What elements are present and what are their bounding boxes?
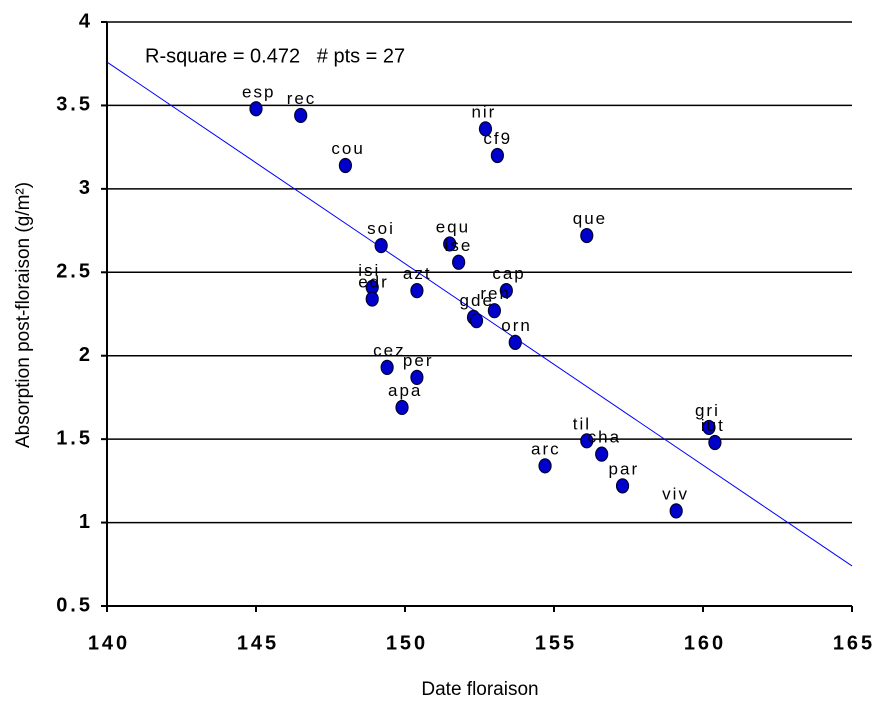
- point: [443, 236, 457, 252]
- y-tick-label: 3.5: [56, 94, 93, 116]
- point: [490, 147, 504, 164]
- point-label: rec: [287, 89, 317, 108]
- x-tick-label: 155: [535, 632, 577, 654]
- point: [469, 313, 484, 329]
- point: [595, 446, 609, 462]
- point: [499, 283, 513, 299]
- point-label: orn: [501, 316, 532, 335]
- annotation: R-square = 0.472 # pts = 27: [145, 45, 405, 67]
- point: [478, 121, 493, 137]
- point-label: cha: [588, 428, 621, 447]
- point-label: isi: [358, 261, 380, 280]
- x-tick-label: 145: [237, 632, 279, 654]
- y-tick-label: 2.5: [56, 261, 93, 283]
- x-tick-label: 150: [386, 632, 428, 654]
- point-label: equ: [436, 217, 470, 236]
- point: [702, 419, 716, 436]
- point-label: cf9: [483, 129, 512, 148]
- x-axis-title: Date floraison: [421, 679, 538, 700]
- point: [395, 399, 409, 416]
- point-label: til: [573, 414, 591, 433]
- point-label: nir: [471, 102, 496, 121]
- point-label: per: [403, 351, 434, 370]
- point-label: cou: [331, 139, 364, 158]
- point: [615, 478, 630, 494]
- point: [338, 157, 352, 174]
- y-tick-label: 1: [79, 511, 93, 533]
- point: [365, 291, 379, 307]
- point-label: apa: [388, 381, 422, 400]
- point-label: cez: [373, 341, 405, 360]
- x-tick-label: 165: [833, 632, 875, 654]
- y-tick-label: 4: [79, 10, 93, 32]
- y-tick-label: 1.5: [56, 427, 93, 449]
- y-tick-label: 0.5: [56, 594, 93, 616]
- point: [294, 107, 308, 124]
- x-tick-label: 160: [684, 632, 726, 654]
- point-label: edr: [358, 272, 389, 291]
- point: [508, 334, 522, 350]
- point: [580, 227, 594, 244]
- y-axis-title: Absorption post-floraison (g/m²): [13, 182, 34, 448]
- point-label: soi: [367, 219, 395, 238]
- point: [669, 503, 683, 519]
- point: [452, 254, 466, 270]
- point: [487, 303, 501, 319]
- point: [249, 101, 263, 117]
- point-label: que: [573, 209, 607, 228]
- x-tick-label: 140: [88, 632, 130, 654]
- point: [410, 283, 424, 299]
- point-label: iut: [701, 416, 725, 435]
- point: [580, 433, 594, 449]
- point: [708, 434, 722, 451]
- point-label: cap: [492, 264, 525, 283]
- point-label: par: [609, 459, 640, 478]
- point: [374, 237, 388, 254]
- y-tick-label: 3: [79, 177, 93, 199]
- point-label: ren: [480, 284, 511, 303]
- point-label: gri: [695, 401, 720, 420]
- point-label: gde: [460, 291, 494, 310]
- point-label: azt: [403, 264, 432, 283]
- point: [380, 359, 394, 375]
- point-label: arc: [531, 439, 561, 458]
- point: [538, 458, 552, 474]
- point-label: viv: [662, 484, 689, 503]
- y-tick-label: 2: [79, 344, 93, 366]
- point-label: ise: [445, 236, 473, 255]
- point-label: esp: [242, 82, 275, 101]
- point: [410, 369, 424, 386]
